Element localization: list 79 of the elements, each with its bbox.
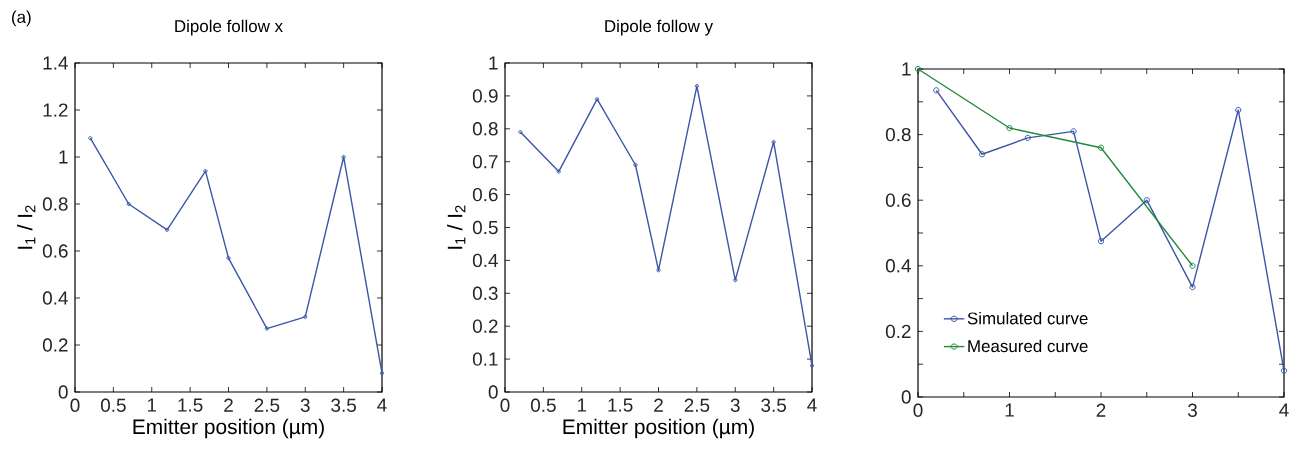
- x-tick-label: 0: [70, 398, 80, 412]
- x-tick-label: 2: [654, 398, 663, 412]
- point: [595, 97, 600, 102]
- point: [203, 169, 208, 174]
- x-axis-title: Emitter position (µm): [133, 418, 324, 439]
- y-tick-label: 0.4: [42, 291, 68, 305]
- point: [1097, 238, 1105, 245]
- x-tick-label: 1.5: [178, 398, 203, 412]
- point: [1235, 106, 1242, 114]
- point: [264, 326, 269, 331]
- x-tick-label: 0.5: [100, 398, 126, 412]
- y-tick-label: 1: [489, 56, 498, 70]
- y-tick-label: 1: [902, 62, 911, 76]
- y-tick-label: 1.2: [43, 103, 68, 117]
- y-tick-label: 1: [59, 150, 68, 164]
- chart-title: Dipole follow y: [605, 19, 714, 36]
- y-tick-label: 0: [488, 385, 498, 399]
- y-tick-label: 0.2: [42, 338, 68, 352]
- y-axis-title: I$_{1}$ / I$_{2}$: [447, 205, 466, 249]
- point: [126, 201, 131, 207]
- point: [1097, 144, 1105, 151]
- x-tick-label: 0: [500, 398, 510, 412]
- legend-label: Measured curve: [968, 339, 1088, 353]
- point: [978, 151, 986, 158]
- point: [1006, 124, 1013, 132]
- point: [303, 314, 308, 319]
- point: [1070, 128, 1077, 135]
- x-tick-label: 2.5: [684, 398, 710, 412]
- y-tick-label: 0.6: [42, 244, 68, 258]
- y-tick-label: 0.9: [472, 89, 498, 103]
- y-tick-label: 0.7: [472, 154, 498, 169]
- y-tick-label: 0.1: [472, 352, 498, 366]
- y-tick-label: 0.8: [42, 197, 68, 211]
- point: [556, 169, 561, 174]
- point: [771, 139, 776, 145]
- x-tick-label: 3.5: [761, 398, 786, 412]
- point: [694, 83, 699, 89]
- y-tick-label: 0.4: [885, 259, 911, 273]
- point: [656, 268, 661, 273]
- y-tick-label: 0.2: [885, 324, 911, 339]
- y-tick-label: 0.8: [885, 127, 911, 142]
- point: [633, 162, 638, 168]
- x-tick-label: 4: [807, 398, 817, 412]
- y-axis-title: I$_{1}$ / I$_{2}$: [17, 205, 36, 249]
- point: [341, 154, 346, 160]
- x-tick-label: 1: [1005, 403, 1014, 417]
- x-tick-label: 2: [224, 398, 233, 412]
- x-tick-label: 2.5: [254, 398, 280, 412]
- point: [1189, 284, 1196, 291]
- x-tick-label: 3: [300, 398, 310, 412]
- legend-label: Simulated curve: [967, 311, 1088, 325]
- x-tick-label: 4: [377, 398, 387, 412]
- y-tick-label: 0.4: [472, 253, 498, 268]
- point: [226, 255, 231, 261]
- x-tick-label: 0: [913, 403, 923, 417]
- x-axis-title: Emitter position (µm): [563, 418, 754, 439]
- x-tick-label: 1: [147, 398, 157, 412]
- chart-title: Dipole follow x: [175, 19, 283, 36]
- x-tick-label: 2: [1096, 403, 1106, 417]
- y-tick-label: 0.6: [472, 187, 498, 202]
- y-tick-label: 0.2: [472, 319, 498, 333]
- text: (a): [12, 10, 31, 27]
- point: [1024, 134, 1031, 141]
- point: [165, 227, 170, 232]
- y-tick-label: 0.8: [472, 122, 498, 136]
- y-tick-label: 0.3: [472, 286, 498, 300]
- y-tick-label: 0: [58, 385, 68, 399]
- y-tick-label: 1.4: [43, 56, 68, 70]
- y-tick-label: 0.6: [885, 193, 911, 207]
- x-tick-label: 3: [730, 398, 740, 412]
- point: [1143, 197, 1150, 204]
- x-tick-label: 1.5: [608, 398, 633, 412]
- x-tick-label: 3: [1187, 403, 1197, 417]
- x-tick-label: 4: [1279, 403, 1289, 417]
- x-tick-label: 1: [577, 398, 587, 412]
- x-tick-label: 0.5: [530, 398, 556, 412]
- point: [733, 278, 738, 283]
- x-tick-label: 3.5: [331, 398, 356, 412]
- y-tick-label: 0.5: [472, 220, 498, 235]
